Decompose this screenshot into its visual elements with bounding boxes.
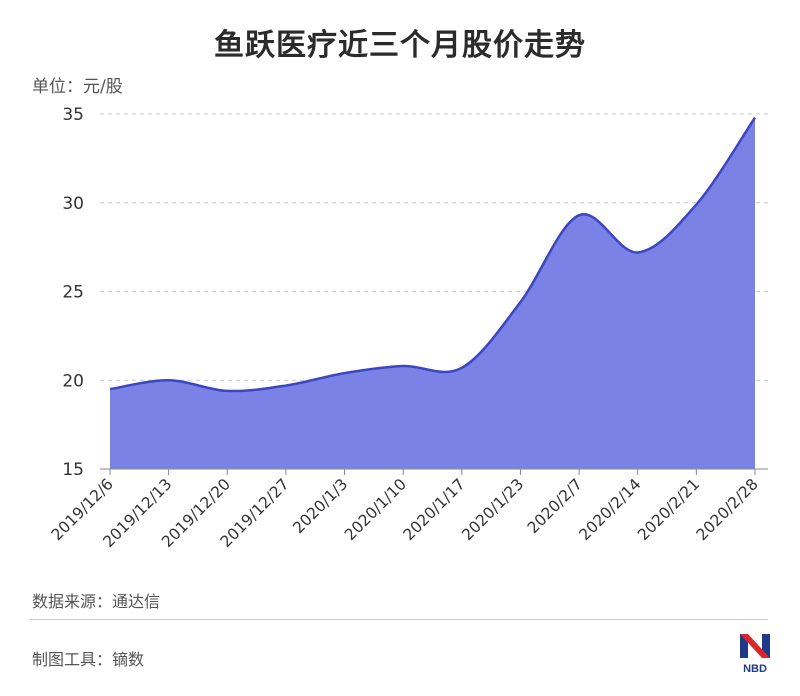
unit-label: 单位：元/股	[32, 77, 123, 97]
area-fill	[110, 117, 755, 470]
divider	[30, 619, 768, 620]
y-axis-ticks: 15 20 25 30 35	[62, 105, 84, 480]
x-axis-ticks: 2019/12/62019/12/132019/12/202019/12/272…	[48, 469, 762, 551]
nbd-logo: NBD	[740, 634, 770, 675]
chart-tool: 制图工具：镝数	[32, 650, 145, 669]
logo-text: NBD	[743, 663, 767, 675]
x-tick-label: 2020/1/23	[458, 475, 527, 544]
logo-mark-diagonal	[740, 634, 770, 658]
x-tick-label: 2020/1/3	[289, 475, 351, 537]
data-source: 数据来源：通达信	[32, 592, 161, 611]
y-tick-label: 30	[62, 194, 84, 214]
x-tick-label: 2020/2/14	[576, 475, 645, 544]
chart-title: 鱼跃医疗近三个月股价走势	[214, 28, 586, 63]
x-tick-label: 2020/2/21	[634, 475, 703, 544]
x-tick-label: 2020/1/10	[341, 475, 410, 544]
x-tick-label: 2020/1/17	[400, 475, 469, 544]
y-tick-label: 20	[62, 371, 84, 391]
y-tick-label: 25	[62, 283, 84, 303]
price-line	[109, 116, 757, 393]
y-tick-label: 15	[62, 460, 84, 480]
x-tick-label: 2020/2/7	[524, 475, 586, 537]
x-tick-label: 2020/2/28	[693, 475, 762, 544]
stock-price-chart: 15 20 25 30 35 2019/12/62019/12/132019/12/20…	[48, 105, 768, 551]
y-tick-label: 35	[62, 105, 84, 125]
